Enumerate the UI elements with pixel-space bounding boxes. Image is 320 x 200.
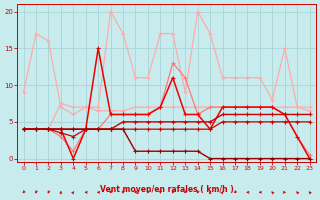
X-axis label: Vent moyen/en rafales ( km/h ): Vent moyen/en rafales ( km/h ): [100, 185, 234, 194]
